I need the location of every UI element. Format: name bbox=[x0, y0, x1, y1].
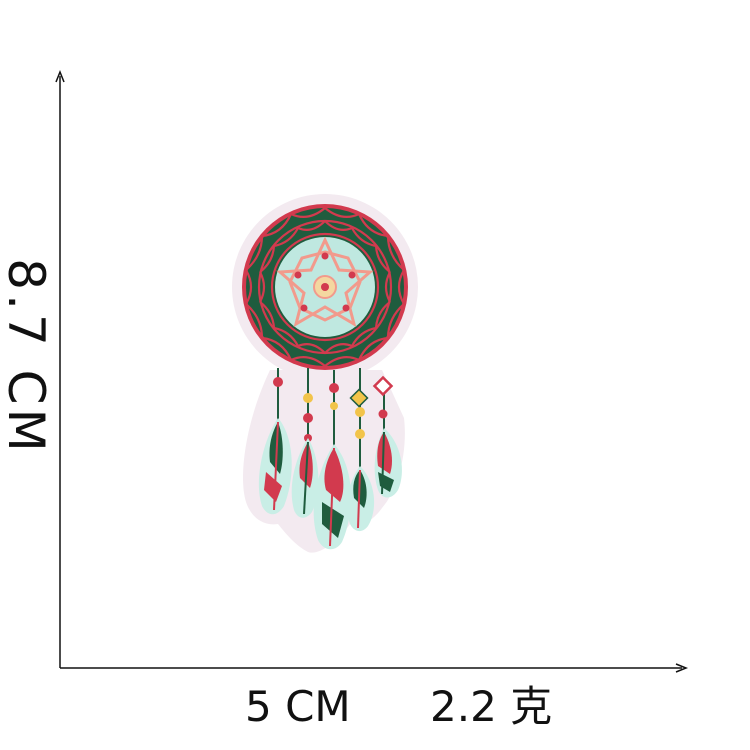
weight-label: 2.2 克 bbox=[430, 682, 553, 731]
ring-stitch-pattern bbox=[245, 207, 405, 367]
feather-right bbox=[347, 466, 375, 532]
feather-center-left bbox=[291, 438, 319, 518]
star-web bbox=[276, 236, 374, 328]
center-ornament bbox=[294, 252, 356, 312]
beads bbox=[273, 375, 394, 442]
dreamcatcher-patch bbox=[232, 194, 418, 553]
height-dimension-label: 8.7 CM bbox=[0, 258, 55, 456]
horizontal-axis-arrow bbox=[675, 663, 689, 673]
feather-far-right bbox=[374, 428, 402, 498]
feather-left bbox=[258, 418, 292, 515]
vertical-axis-arrow bbox=[55, 69, 65, 83]
feather-center bbox=[313, 444, 352, 550]
width-dimension-label: 5 CM bbox=[245, 682, 351, 731]
